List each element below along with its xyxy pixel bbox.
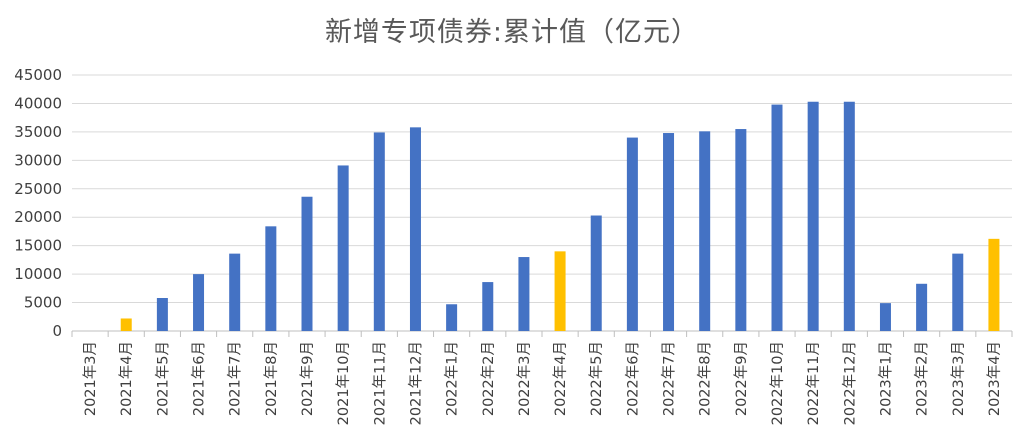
bar [771, 104, 783, 332]
x-tick-label: 2022年11月 [805, 341, 822, 425]
bar [156, 298, 168, 331]
x-tick-label: 2022年4月 [552, 341, 569, 416]
y-tick-label: 20000 [14, 208, 62, 226]
bar [988, 238, 1000, 331]
bar [554, 251, 566, 331]
bar [626, 137, 638, 331]
x-tick-label: 2023年3月 [950, 341, 967, 416]
y-tick-label: 15000 [14, 237, 62, 255]
x-tick-label: 2022年12月 [841, 341, 858, 425]
x-tick-label: 2022年9月 [733, 341, 750, 416]
x-tick-label: 2022年1月 [444, 341, 461, 416]
x-tick-label: 2023年2月 [914, 341, 931, 416]
y-tick-label: 45000 [14, 66, 62, 84]
x-tick-label: 2021年8月 [263, 341, 280, 416]
x-tick-label: 2021年9月 [299, 341, 316, 416]
y-tick-label: 30000 [14, 151, 62, 169]
x-tick-label: 2021年4月 [118, 341, 135, 416]
bar [590, 215, 602, 331]
x-tick-label: 2022年5月 [588, 341, 605, 416]
x-tick-label: 2022年3月 [516, 341, 533, 416]
bar [409, 127, 421, 332]
x-tick-label: 2022年10月 [769, 341, 786, 425]
x-tick-label: 2023年1月 [877, 341, 894, 416]
x-axis-ticks: 2021年3月 2021年4月 2021年5月 2021年6月 2021年7月 2021年… [71, 331, 1013, 425]
y-tick-label: 25000 [14, 180, 62, 198]
bar [120, 318, 132, 331]
bar [265, 226, 277, 331]
x-tick-label: 2021年10月 [335, 341, 352, 425]
x-tick-label: 2021年7月 [227, 341, 244, 416]
x-tick-label: 2021年3月 [82, 341, 99, 416]
y-tick-label: 10000 [14, 265, 62, 283]
x-tick-label: 2021年11月 [371, 341, 388, 425]
bar [735, 129, 747, 331]
bar [373, 132, 385, 331]
bar [337, 165, 349, 331]
bar [229, 253, 241, 331]
bar [952, 253, 964, 331]
y-tick-label: 35000 [14, 123, 62, 141]
x-tick-label: 2022年8月 [697, 341, 714, 416]
y-axis-ticks: 0 5000 10000 15000 20000 25000 30000 35000 40000… [14, 66, 62, 340]
x-tick-label: 2022年2月 [480, 341, 497, 416]
bar [518, 257, 530, 331]
x-tick-label: 2023年4月 [986, 341, 1003, 416]
bar [699, 131, 711, 331]
bar [301, 196, 313, 331]
x-tick-label: 2021年5月 [154, 341, 171, 416]
bar [446, 304, 458, 331]
gridlines [72, 74, 1012, 332]
bar [193, 274, 205, 331]
chart-title: 新增专项债券:累计值（亿元） [324, 17, 700, 48]
x-tick-label: 2021年12月 [407, 341, 424, 425]
bar [843, 101, 855, 331]
y-tick-label: 0 [52, 322, 62, 340]
y-tick-label: 40000 [14, 94, 62, 112]
bar [807, 101, 819, 331]
x-tick-label: 2021年6月 [191, 341, 208, 416]
x-tick-label: 2022年7月 [661, 341, 678, 416]
bar [916, 283, 928, 331]
bar [663, 133, 675, 331]
x-tick-label: 2022年6月 [624, 341, 641, 416]
bars [120, 101, 1000, 332]
y-tick-label: 5000 [24, 294, 62, 312]
bar [879, 303, 891, 331]
bar [482, 282, 494, 331]
